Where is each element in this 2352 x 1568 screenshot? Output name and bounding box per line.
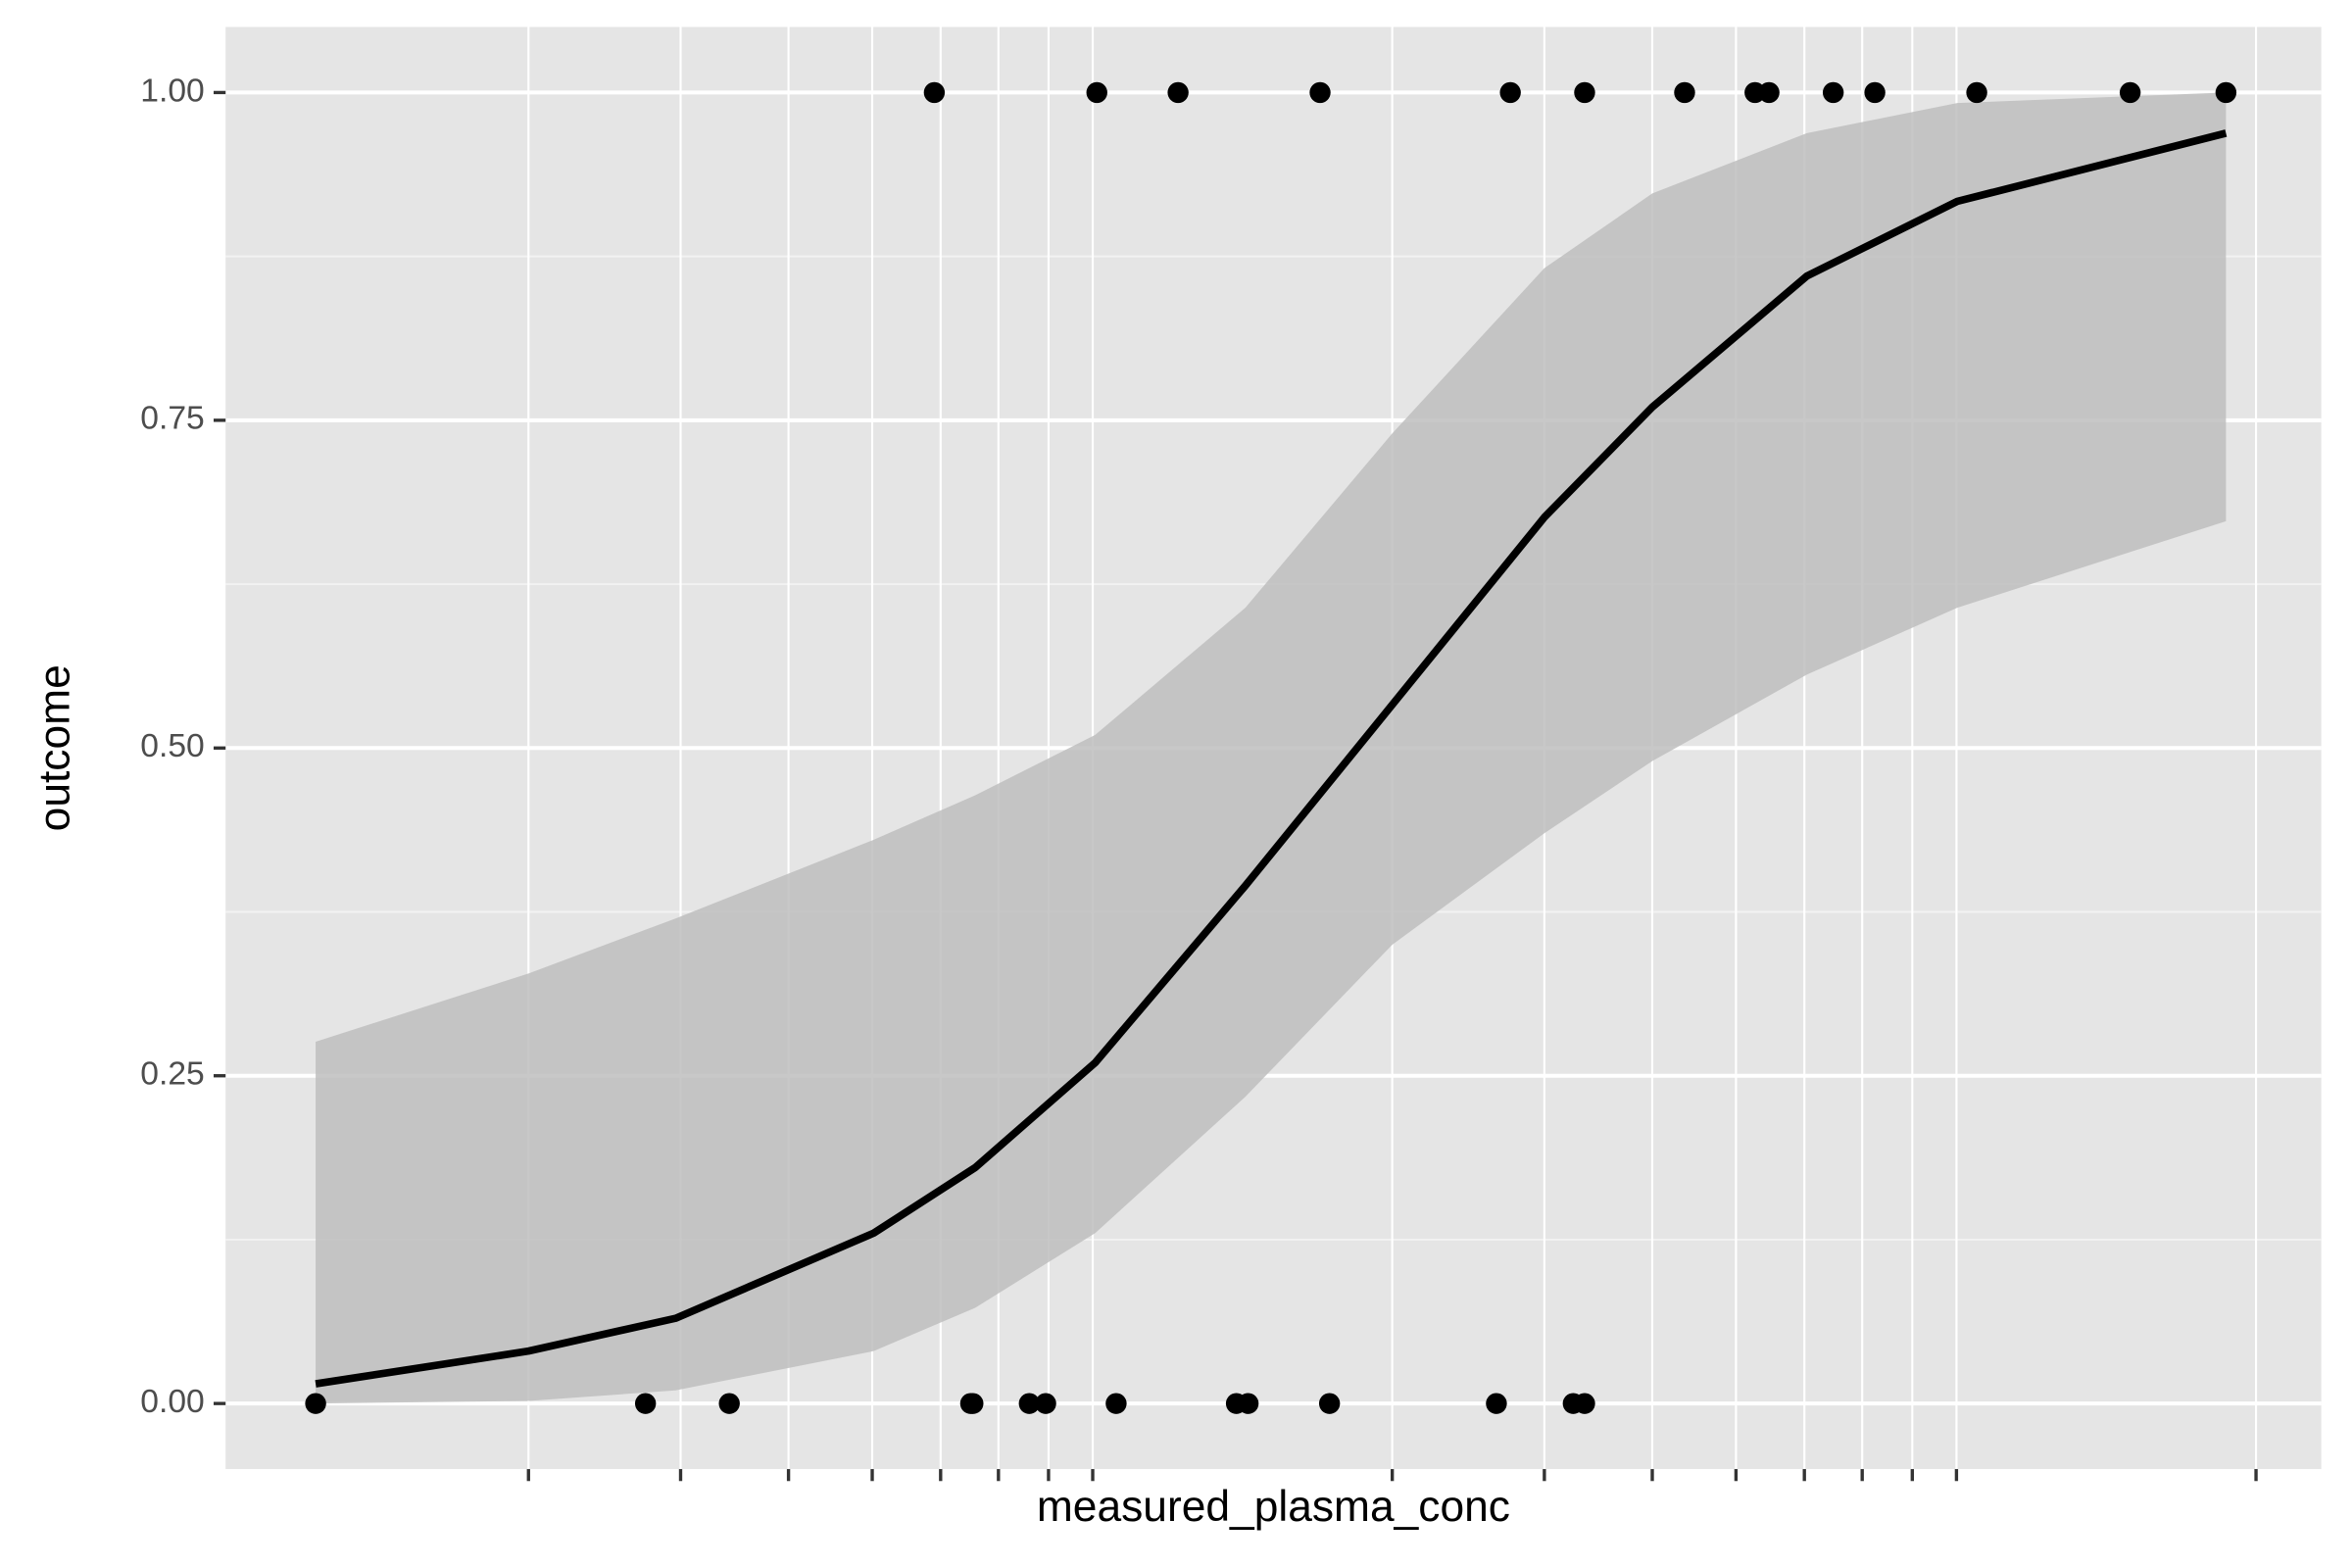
- data-point: [962, 1393, 984, 1414]
- y-axis-title: outcome: [31, 664, 79, 831]
- data-point: [1822, 81, 1844, 104]
- y-tick-label: 0.50: [140, 728, 204, 764]
- data-point: [1318, 1393, 1341, 1414]
- fit-line: [315, 129, 2228, 1388]
- data-point: [1674, 81, 1695, 104]
- data-point: [1018, 1393, 1041, 1414]
- data-point: [1086, 81, 1107, 104]
- data-point: [923, 81, 946, 104]
- data-point: [2119, 81, 2141, 104]
- confidence-band: [316, 92, 2227, 1404]
- y-tick-label: 0.25: [140, 1056, 204, 1093]
- y-tick-label: 1.00: [140, 73, 204, 109]
- x-axis-title: measured_plasma_conc: [1037, 1483, 1510, 1531]
- data-point: [1574, 1393, 1595, 1414]
- data-point: [718, 1393, 740, 1414]
- data-point: [1574, 81, 1595, 104]
- data-point: [1864, 81, 1886, 104]
- data-point: [1966, 81, 1987, 104]
- y-tick-label: 0.75: [140, 401, 204, 437]
- data-point: [1167, 81, 1189, 104]
- data-point: [1105, 1393, 1127, 1414]
- data-point: [2215, 81, 2237, 104]
- data-point: [1499, 81, 1521, 104]
- y-tick-label: 0.00: [140, 1384, 204, 1420]
- data-point: [1309, 81, 1331, 104]
- data-point: [1486, 1393, 1507, 1414]
- data-point: [305, 1393, 326, 1414]
- data-point: [1758, 81, 1780, 104]
- data-point: [634, 1393, 657, 1414]
- data-point: [1035, 1393, 1056, 1414]
- data-point: [1237, 1393, 1259, 1414]
